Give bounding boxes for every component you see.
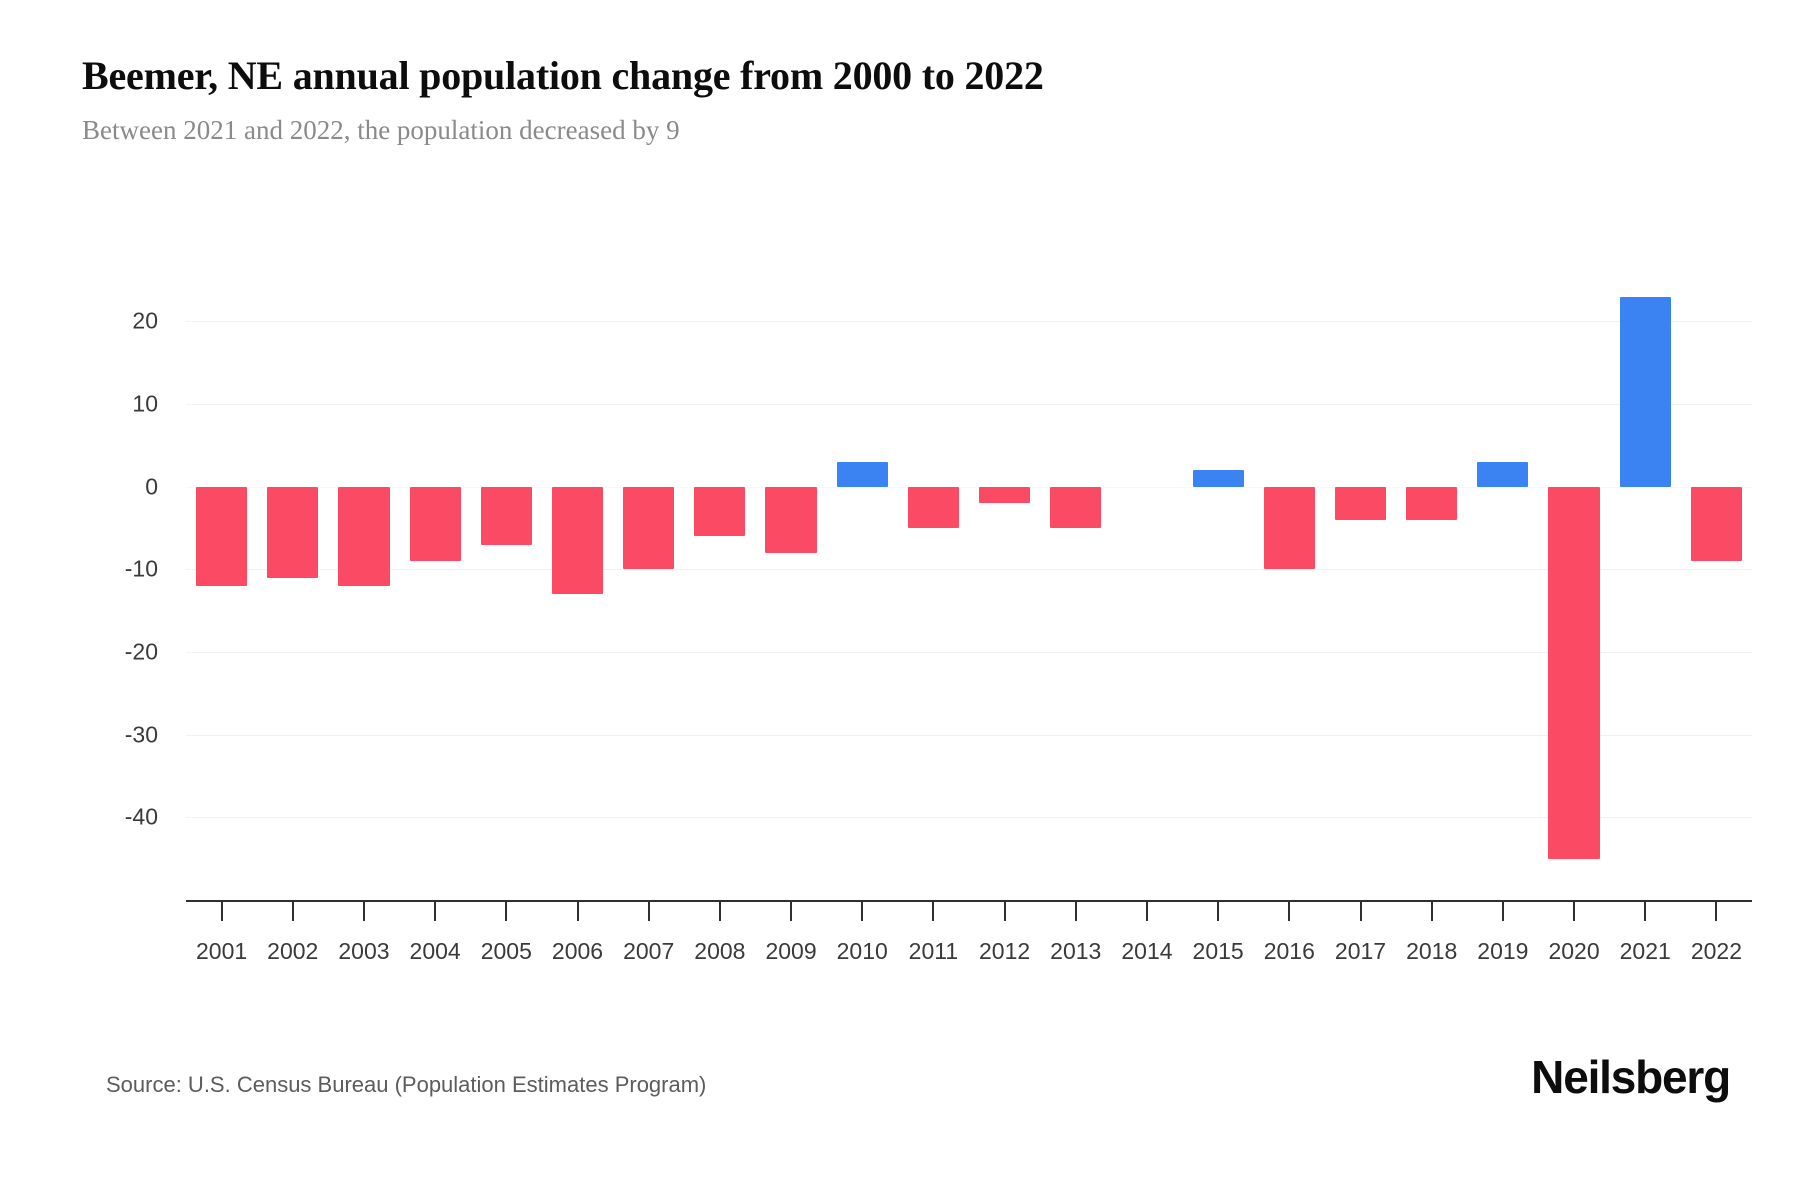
bar-2016[interactable]	[1263, 486, 1315, 570]
x-axis-tick	[1074, 901, 1077, 921]
bar-2017[interactable]	[1334, 486, 1387, 520]
chart-header: Beemer, NE annual population change from…	[82, 52, 1682, 148]
x-axis-tick-label-2005: 2005	[480, 938, 532, 964]
x-axis-tick	[1217, 901, 1220, 921]
source-note: Source: U.S. Census Bureau (Population E…	[106, 1072, 707, 1097]
gridline	[186, 404, 1752, 405]
bar-2018[interactable]	[1406, 486, 1458, 520]
x-axis-tick-label-2020: 2020	[1548, 938, 1600, 964]
x-axis-tick-label-2011: 2011	[908, 938, 959, 964]
x-axis-tick	[1145, 901, 1148, 921]
x-axis-tick-label-2012: 2012	[978, 938, 1031, 964]
x-axis-tick-label-2009: 2009	[765, 938, 817, 964]
x-axis-tick-label-2004: 2004	[409, 938, 461, 964]
bar-2021[interactable]	[1619, 296, 1671, 487]
x-axis-tick	[718, 901, 721, 921]
y-axis-tick-label: 0	[145, 473, 158, 500]
gridline	[186, 321, 1752, 323]
bar-2011[interactable]	[907, 486, 960, 528]
x-axis-tick-label-2017: 2017	[1334, 938, 1387, 964]
x-axis-tick	[1430, 901, 1433, 921]
x-axis-tick	[647, 901, 650, 921]
y-axis-tick-label: -40	[124, 803, 158, 830]
x-axis-tick-label-2007: 2007	[623, 938, 675, 964]
x-axis-tick	[1573, 901, 1576, 921]
x-axis-tick-label-2006: 2006	[551, 938, 604, 964]
y-axis-tick-label: -10	[124, 555, 158, 582]
x-axis-tick-label-2003: 2003	[338, 938, 390, 964]
x-axis-tick-label-2010: 2010	[836, 938, 888, 964]
bar-2004[interactable]	[409, 486, 461, 562]
x-axis-tick	[1359, 901, 1362, 921]
x-axis-tick	[1644, 901, 1647, 921]
y-axis-tick-label: 20	[132, 307, 158, 334]
gridline	[186, 817, 1752, 819]
x-axis-tick-label-2022: 2022	[1690, 938, 1742, 964]
y-axis-tick-label: 10	[132, 390, 158, 417]
x-axis-tick	[434, 901, 437, 921]
bar-2003[interactable]	[338, 486, 390, 586]
plot-region: 20 10 0 -10 -20 -30 -40 2001 2002 2003 2004 2005 20…	[125, 280, 1752, 964]
x-axis-tick-label-2001: 2001	[195, 938, 248, 964]
bar-2015[interactable]	[1192, 470, 1244, 487]
gridline	[186, 734, 1752, 736]
bar-2005[interactable]	[480, 486, 532, 545]
bar-2002[interactable]	[267, 486, 319, 578]
x-axis-line	[186, 900, 1752, 902]
x-axis-tick	[861, 901, 864, 921]
x-axis-tick	[932, 901, 935, 921]
bar-2019[interactable]	[1477, 461, 1529, 487]
bar-2009[interactable]	[765, 486, 817, 553]
bar-2013[interactable]	[1050, 486, 1102, 528]
x-axis-tick	[1715, 901, 1718, 921]
x-axis-tick-label-2015: 2015	[1192, 938, 1244, 964]
x-axis-tick-label-2014: 2014	[1121, 938, 1173, 964]
bar-2020[interactable]	[1548, 486, 1600, 859]
bar-2022[interactable]	[1690, 486, 1743, 562]
x-axis-tick-label-2021: 2021	[1619, 938, 1671, 964]
bar-2001[interactable]	[195, 486, 248, 586]
x-axis-tick	[505, 901, 508, 921]
bars-group	[186, 280, 1752, 900]
gridline	[186, 569, 1752, 571]
y-axis-tick-label: -30	[124, 721, 158, 748]
x-axis-tick-label-2016: 2016	[1263, 938, 1315, 964]
gridline	[186, 652, 1752, 653]
brand-logo: Neilsberg	[1531, 1051, 1731, 1103]
bar-2012[interactable]	[978, 486, 1031, 504]
x-axis-tick-label-2008: 2008	[694, 938, 746, 964]
x-axis-tick	[1501, 901, 1504, 921]
bar-2010[interactable]	[836, 461, 888, 487]
y-axis-tick-label: -20	[124, 638, 158, 665]
bar-2006[interactable]	[551, 486, 604, 595]
x-axis-tick	[362, 901, 365, 921]
bar-2008[interactable]	[694, 486, 746, 537]
zero-gridline	[186, 486, 1752, 488]
x-axis-tick	[1003, 901, 1006, 921]
x-axis-tick	[790, 901, 793, 921]
x-axis-tick-label-2018: 2018	[1406, 938, 1458, 964]
x-axis-tick-label-2013: 2013	[1050, 938, 1102, 964]
x-axis-tick-label-2002: 2002	[267, 938, 319, 964]
page-title: Beemer, NE annual population change from…	[82, 53, 1044, 98]
x-axis-tick-label-2019: 2019	[1477, 938, 1529, 964]
x-axis-tick	[576, 901, 579, 921]
chart-subtitle: Between 2021 and 2022, the population de…	[82, 115, 680, 145]
x-axis-tick	[220, 901, 223, 921]
x-axis-tick	[1288, 901, 1291, 921]
x-axis-tick	[291, 901, 294, 921]
bar-2007[interactable]	[623, 486, 675, 570]
